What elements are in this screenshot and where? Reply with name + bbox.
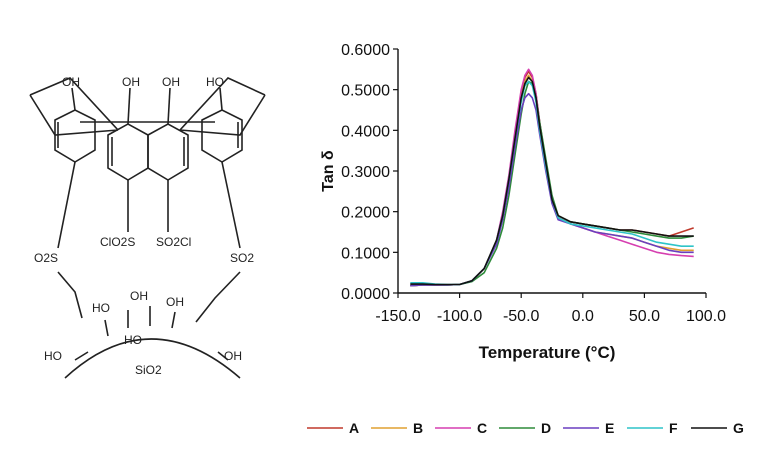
silica-oh-6: OH xyxy=(224,349,242,363)
silica-stub-1 xyxy=(74,351,89,361)
oh-label-2: OH xyxy=(122,75,140,89)
legend-label-c: C xyxy=(477,420,487,436)
series-line-g xyxy=(410,76,694,286)
series-line-f xyxy=(410,80,694,286)
silica-stub-5 xyxy=(171,311,176,329)
oh-bond-3 xyxy=(167,87,171,125)
silica-oh-5: HO xyxy=(124,333,142,347)
ring-outer-left xyxy=(54,109,96,163)
s-bond-outer-left xyxy=(57,161,76,249)
series-line-d xyxy=(410,80,694,287)
x-tick-label: 100.0 xyxy=(686,308,726,325)
series-line-c xyxy=(410,68,694,287)
x-tick-label: -100.0 xyxy=(437,308,482,325)
legend-label-a: A xyxy=(349,420,359,436)
oh-label-1: OH xyxy=(62,75,80,89)
molecule-structure xyxy=(29,77,266,379)
series-line-b xyxy=(410,74,694,287)
silica-stub-2 xyxy=(104,319,109,337)
link-right xyxy=(195,271,241,323)
oh-bond-2 xyxy=(127,87,131,125)
series-line-a xyxy=(410,70,694,287)
ring-inner-left xyxy=(107,123,149,181)
link-left xyxy=(57,271,83,319)
y-tick-label: 0.1000 xyxy=(341,245,390,262)
legend-label-g: G xyxy=(733,420,744,436)
ring-outer-right xyxy=(201,109,243,163)
x-axis-title: Temperature (°C) xyxy=(479,343,616,362)
sulfonyl-left-outer-label: O2S xyxy=(34,251,58,265)
oh-bond-1 xyxy=(71,87,76,111)
y-tick-label: 0.5000 xyxy=(341,83,390,100)
sulfonyl-left-inner-label: ClO2S xyxy=(100,235,135,249)
oh-label-3: OH xyxy=(162,75,180,89)
oh-bond-4 xyxy=(219,87,223,111)
bowl-right-bridge xyxy=(179,77,266,136)
silica-oh-2: HO xyxy=(92,301,110,315)
silica-oh-3: OH xyxy=(130,289,148,303)
y-tick-label: 0.2000 xyxy=(341,205,390,222)
x-tick-label: 0.0 xyxy=(572,308,594,325)
x-tick-label: -150.0 xyxy=(375,308,420,325)
legend-label-e: E xyxy=(605,420,614,436)
series-line-e xyxy=(410,92,694,287)
x-tick-label: -50.0 xyxy=(503,308,540,325)
legend-label-f: F xyxy=(669,420,678,436)
ring-inner-right xyxy=(147,123,189,181)
x-tick-label: 50.0 xyxy=(629,308,660,325)
tan-delta-chart: 0.0000 0.1000 0.2000 0.3000 0.4000 0.5000 0.60… xyxy=(307,42,744,436)
silica-oh-4: OH xyxy=(166,295,184,309)
silica-surface xyxy=(64,338,241,379)
sulfonyl-right-outer-label: SO2 xyxy=(230,251,254,265)
y-tick-label: 0.3000 xyxy=(341,164,390,181)
y-tick-label: 0.0000 xyxy=(341,286,390,303)
oh-label-4: HO xyxy=(206,75,224,89)
silica-oh-1: HO xyxy=(44,349,62,363)
s-bond-outer-right xyxy=(221,161,241,249)
legend-label-d: D xyxy=(541,420,551,436)
y-axis-title: Tan δ xyxy=(320,150,337,192)
sulfonyl-right-inner-label: SO2Cl xyxy=(156,235,191,249)
silica-support-label: SiO2 xyxy=(135,363,162,377)
legend-label-b: B xyxy=(413,420,423,436)
y-tick-label: 0.6000 xyxy=(341,42,390,59)
silica-stub-6 xyxy=(217,351,229,361)
y-tick-label: 0.4000 xyxy=(341,123,390,140)
